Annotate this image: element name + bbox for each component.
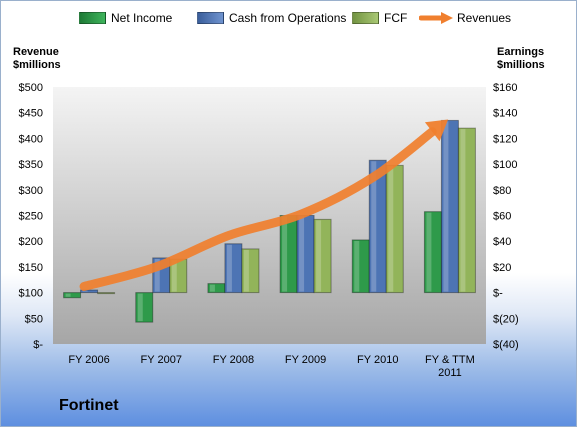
bar-fcf-0 — [97, 292, 116, 295]
bar-highlight-fcf-3 — [316, 220, 322, 292]
bar-fcf-3 — [313, 218, 332, 294]
right-tick-label: $120 — [493, 133, 517, 145]
bar-highlight-cash-from-operations-3 — [299, 216, 305, 292]
legend-fcf: FCF — [352, 11, 407, 25]
bar-highlight-cash-from-operations-4 — [371, 161, 377, 292]
right-axis-title-line2: $millions — [497, 59, 545, 71]
bar-highlight-fcf-2 — [243, 249, 249, 292]
bar-highlight-net-income-3 — [282, 216, 288, 292]
legend: Net Income Cash from Operations FCF Reve… — [1, 11, 576, 35]
x-tick-label: FY 2009 — [285, 354, 326, 366]
bar-cash-from-operations-0 — [80, 289, 99, 294]
bar-highlight-fcf-1 — [171, 260, 177, 292]
bar-net-income-0 — [63, 292, 82, 299]
right-axis-title-line1: Earnings — [497, 46, 545, 58]
left-tick-label: $200 — [19, 236, 43, 248]
left-tick-label: $- — [33, 339, 43, 351]
left-tick-label: $500 — [19, 82, 43, 94]
legend-cash-from-operations-swatch — [197, 12, 224, 24]
bar-highlight-net-income-4 — [354, 240, 360, 292]
right-axis-title: Earnings $millions — [497, 46, 545, 72]
legend-cash-from-operations-label: Cash from Operations — [229, 11, 347, 25]
legend-cash-from-operations: Cash from Operations — [197, 11, 346, 25]
left-tick-label: $350 — [19, 159, 43, 171]
x-tick-label: FY 2007 — [141, 354, 182, 366]
left-axis-title-line2: $millions — [13, 59, 61, 71]
right-tick-label: $20 — [493, 262, 511, 274]
left-axis-title: Revenue $millions — [13, 46, 61, 72]
right-tick-label: $140 — [493, 108, 517, 120]
right-tick-label: $80 — [493, 185, 511, 197]
legend-net-income: Net Income — [79, 11, 172, 25]
right-tick-label: $(40) — [493, 339, 519, 351]
plot-area — [53, 87, 486, 344]
bar-highlight-cash-from-operations-2 — [226, 244, 232, 292]
revenues-arrowhead — [424, 119, 449, 142]
right-tick-label: $40 — [493, 236, 511, 248]
right-tick-label: $60 — [493, 211, 511, 223]
right-tick-label: $100 — [493, 159, 517, 171]
x-tick-label: FY 2006 — [68, 354, 109, 366]
legend-fcf-swatch — [352, 12, 379, 24]
left-tick-label: $450 — [19, 108, 43, 120]
bar-highlight-cash-from-operations-5 — [443, 121, 449, 292]
left-tick-label: $50 — [25, 313, 43, 325]
bar-highlight-net-income-0 — [65, 293, 71, 297]
x-tick-label: FY & TTM 2011 — [425, 354, 475, 379]
bar-net-income-1 — [135, 292, 154, 323]
bar-highlight-cash-from-operations-1 — [154, 258, 160, 292]
bar-highlight-net-income-1 — [137, 293, 143, 322]
left-tick-label: $300 — [19, 185, 43, 197]
company-name: Fortinet — [59, 397, 119, 414]
legend-fcf-label: FCF — [384, 11, 408, 25]
revenues-line — [79, 127, 437, 291]
bar-highlight-net-income-5 — [426, 212, 432, 292]
left-axis-title-line1: Revenue — [13, 46, 59, 58]
bar-highlight-fcf-4 — [388, 166, 394, 292]
left-tick-label: $400 — [19, 133, 43, 145]
bar-highlight-fcf-5 — [460, 129, 466, 292]
bar-fcf-2 — [241, 248, 260, 294]
legend-revenues: Revenues — [419, 11, 511, 25]
x-tick-label: FY 2010 — [357, 354, 398, 366]
bar-highlight-net-income-2 — [209, 284, 215, 292]
x-tick-label: FY 2008 — [213, 354, 254, 366]
left-tick-label: $100 — [19, 288, 43, 300]
right-tick-label: $- — [493, 288, 503, 300]
legend-revenues-label: Revenues — [457, 11, 512, 25]
bar-highlight-cash-from-operations-0 — [82, 291, 88, 292]
right-tick-label: $(20) — [493, 313, 519, 325]
legend-revenues-arrow-icon — [419, 12, 453, 24]
legend-net-income-label: Net Income — [111, 11, 173, 25]
chart-plot: $- $50 $100 $150 $200 $250 $300 $350 $400 $450 $50… — [19, 82, 519, 379]
left-tick-label: $250 — [19, 211, 43, 223]
left-tick-label: $150 — [19, 262, 43, 274]
legend-net-income-swatch — [79, 12, 106, 24]
bar-fcf-5 — [457, 127, 476, 294]
right-tick-label: $160 — [493, 82, 517, 94]
